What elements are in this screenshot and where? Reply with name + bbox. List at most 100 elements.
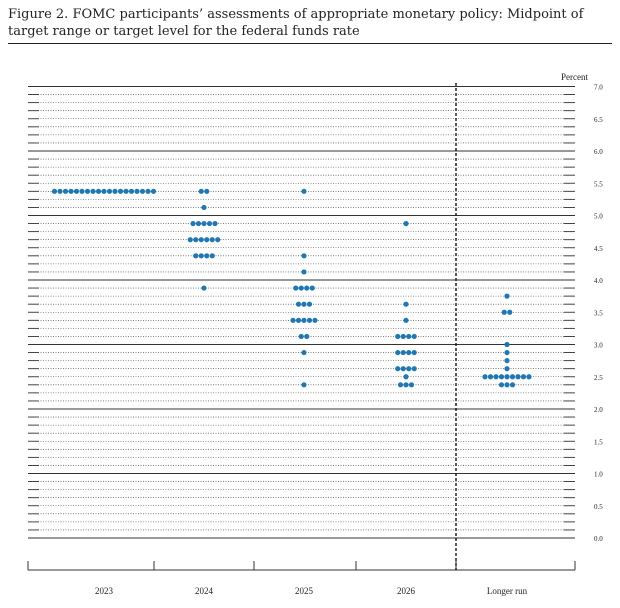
dot-point bbox=[206, 220, 213, 227]
dot-point bbox=[406, 349, 412, 356]
dot-point bbox=[395, 366, 401, 372]
dot-point bbox=[408, 382, 415, 388]
dot-point bbox=[406, 333, 412, 340]
dot-point bbox=[117, 188, 124, 194]
dot-point bbox=[301, 301, 307, 307]
y-tick-label: 7.0 bbox=[594, 84, 603, 92]
y-tick-label: 4.5 bbox=[594, 245, 603, 253]
dot-point bbox=[403, 317, 409, 323]
dot-point bbox=[403, 220, 409, 227]
dot-point bbox=[290, 317, 296, 323]
dot-point bbox=[301, 349, 307, 356]
dot-point bbox=[498, 374, 505, 380]
dot-point bbox=[295, 317, 302, 323]
y-tick-label: 1.0 bbox=[594, 471, 603, 479]
dot-point bbox=[79, 188, 85, 194]
dot-point bbox=[195, 220, 202, 227]
dot-point bbox=[504, 366, 510, 372]
dot-point bbox=[84, 188, 91, 194]
dot-point bbox=[68, 188, 74, 194]
dot-point bbox=[397, 382, 404, 388]
dot-point bbox=[403, 382, 409, 388]
y-tick-label: 3.0 bbox=[594, 342, 603, 350]
dot-point bbox=[403, 301, 409, 307]
dot-point bbox=[201, 220, 207, 227]
dot-point bbox=[504, 349, 510, 356]
dot-point bbox=[306, 317, 313, 323]
y-tick-label: 0.5 bbox=[594, 503, 603, 511]
dot-point bbox=[198, 237, 204, 243]
dot-point bbox=[411, 366, 417, 372]
dot-point bbox=[139, 188, 146, 194]
dot-point bbox=[411, 333, 417, 340]
dot-point bbox=[62, 188, 69, 194]
dot-point bbox=[112, 188, 118, 194]
dot-point bbox=[57, 188, 63, 194]
dot-point bbox=[304, 285, 310, 291]
dot-point bbox=[145, 188, 151, 194]
dot-point bbox=[193, 237, 199, 243]
y-tick-label: 5.5 bbox=[594, 180, 603, 188]
y-tick-label: 0.0 bbox=[594, 535, 603, 543]
dot-point bbox=[215, 237, 221, 243]
dot-point bbox=[150, 188, 157, 194]
dot-point bbox=[411, 349, 417, 356]
dot-point bbox=[209, 237, 215, 243]
dot-point bbox=[309, 285, 315, 291]
dot-point bbox=[193, 253, 199, 259]
dot-point bbox=[304, 333, 310, 340]
x-tick-label: 2026 bbox=[397, 586, 416, 596]
dot-point bbox=[493, 374, 499, 380]
dot-point bbox=[395, 333, 401, 340]
dot-point bbox=[509, 374, 516, 380]
y-axis-label: Percent bbox=[561, 72, 588, 82]
dot-point bbox=[312, 317, 318, 323]
x-tick-label: 2024 bbox=[195, 586, 214, 596]
dot-point bbox=[201, 285, 207, 291]
dot-point bbox=[298, 285, 304, 291]
dot-point bbox=[301, 253, 307, 259]
dot-point bbox=[198, 188, 204, 194]
dot-point bbox=[501, 309, 507, 315]
dot-point bbox=[134, 188, 140, 194]
dot-point bbox=[504, 358, 510, 364]
dot-point bbox=[73, 188, 80, 194]
dot-point bbox=[198, 253, 204, 259]
dot-point bbox=[406, 366, 412, 372]
dot-point bbox=[212, 220, 218, 227]
dot-point bbox=[526, 374, 532, 380]
gridlines bbox=[28, 86, 575, 539]
dot-point bbox=[395, 349, 401, 356]
dot-point bbox=[190, 220, 196, 227]
dot-point bbox=[504, 341, 510, 348]
dots bbox=[51, 188, 532, 388]
dot-point bbox=[301, 269, 307, 275]
dot-point bbox=[301, 188, 307, 194]
dot-point bbox=[520, 374, 527, 380]
dot-point bbox=[487, 374, 494, 380]
dot-point bbox=[298, 333, 304, 340]
x-tick-labels: 2023 2024 2025 2026 Longer run bbox=[95, 586, 528, 596]
y-tick-label: 5.0 bbox=[594, 213, 603, 221]
dot-point bbox=[128, 188, 135, 194]
dot-point bbox=[400, 333, 406, 340]
y-tick-label: 6.5 bbox=[594, 116, 603, 124]
dot-point bbox=[51, 188, 58, 194]
dot-point bbox=[201, 204, 207, 211]
dot-point bbox=[123, 188, 129, 194]
x-tick-label: 2023 bbox=[95, 586, 114, 596]
dot-point bbox=[90, 188, 96, 194]
dot-point bbox=[293, 285, 299, 291]
dot-point bbox=[504, 293, 510, 299]
x-axis bbox=[27, 83, 576, 571]
x-tick-label: Longer run bbox=[487, 586, 528, 596]
dot-point bbox=[204, 253, 210, 259]
dot-point bbox=[504, 382, 510, 388]
dot-point bbox=[482, 374, 488, 380]
dot-point bbox=[187, 237, 193, 243]
dot-point bbox=[301, 317, 307, 323]
y-tick-labels: 0.0 0.5 1.0 1.5 2.0 2.5 3.0 3.5 4.0 4.5 5.0 5.5 6.0 6… bbox=[594, 84, 603, 544]
x-tick-label: 2025 bbox=[295, 586, 314, 596]
dot-point bbox=[507, 309, 513, 315]
